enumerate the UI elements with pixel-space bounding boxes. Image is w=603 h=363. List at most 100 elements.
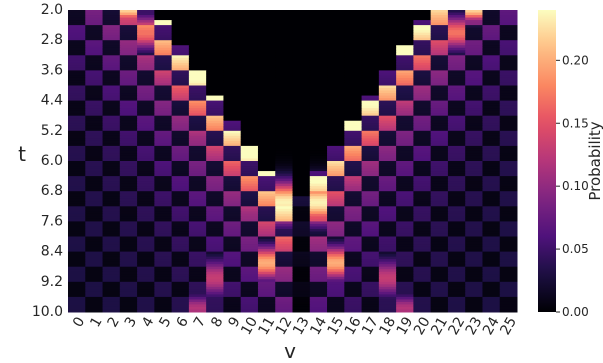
- heatmap-cell: [499, 226, 518, 230]
- heatmap-cell: [206, 289, 224, 293]
- heatmap-cell: [447, 140, 466, 144]
- heatmap-cell: [119, 25, 138, 29]
- heatmap-cell: [482, 251, 501, 255]
- heatmap-cell: [85, 208, 104, 212]
- heatmap-cell: [102, 198, 121, 202]
- heatmap-cell: [171, 135, 190, 139]
- heatmap-cell: [102, 17, 121, 21]
- heatmap-cell: [430, 17, 449, 21]
- heatmap-cell: [413, 228, 432, 232]
- heatmap-cell: [85, 93, 104, 97]
- heatmap-cell: [430, 173, 449, 177]
- heatmap-cell: [292, 231, 311, 235]
- heatmap-cell: [85, 75, 104, 79]
- heatmap-cell: [240, 108, 259, 112]
- heatmap-cell: [206, 198, 224, 202]
- heatmap-cell: [275, 216, 293, 220]
- heatmap-cell: [137, 228, 155, 232]
- heatmap-cell: [240, 15, 259, 19]
- heatmap-cell: [275, 77, 293, 81]
- heatmap-cell: [188, 228, 207, 232]
- heatmap-cell: [85, 60, 104, 64]
- heatmap-cell: [119, 274, 138, 278]
- heatmap-cell: [378, 274, 397, 278]
- heatmap-cell: [413, 98, 432, 102]
- heatmap-cell: [102, 208, 121, 212]
- heatmap-cell: [240, 249, 259, 253]
- heatmap-cell: [482, 80, 501, 84]
- heatmap-cell: [275, 161, 293, 165]
- heatmap-cell: [378, 57, 397, 61]
- heatmap-cell: [430, 198, 449, 202]
- heatmap-cell: [327, 193, 345, 197]
- heatmap-cell: [482, 113, 501, 117]
- heatmap-cell: [309, 281, 328, 285]
- heatmap-cell: [102, 269, 121, 273]
- heatmap-cell: [465, 259, 483, 263]
- heatmap-cell: [137, 301, 155, 305]
- heatmap-cell: [327, 42, 345, 46]
- heatmap-cell: [85, 188, 104, 192]
- heatmap-cell: [465, 291, 483, 295]
- heatmap-cell: [361, 40, 380, 44]
- heatmap-cell: [413, 281, 432, 285]
- heatmap-cell: [137, 65, 155, 69]
- heatmap-cell: [102, 27, 121, 31]
- heatmap-cell: [430, 254, 449, 258]
- heatmap-cell: [396, 123, 414, 127]
- heatmap-cell: [430, 52, 449, 56]
- heatmap-cell: [482, 17, 501, 21]
- heatmap-cell: [396, 20, 414, 24]
- heatmap-cell: [85, 241, 104, 245]
- heatmap-cell: [361, 52, 380, 56]
- heatmap-cell: [465, 17, 483, 21]
- x-tick-label: 8: [208, 314, 226, 330]
- heatmap-cell: [361, 286, 380, 290]
- heatmap-cell: [361, 211, 380, 215]
- heatmap-cell: [154, 22, 173, 26]
- heatmap-cell: [327, 37, 345, 41]
- heatmap-cell: [292, 223, 311, 227]
- heatmap-cell: [361, 281, 380, 285]
- heatmap-cell: [171, 15, 190, 19]
- heatmap-cell: [206, 65, 224, 69]
- heatmap-cell: [240, 143, 259, 147]
- heatmap-cell: [292, 296, 311, 300]
- heatmap-cell: [430, 191, 449, 195]
- heatmap-cell: [447, 88, 466, 92]
- heatmap-cell: [275, 191, 293, 195]
- heatmap-cell: [344, 304, 363, 308]
- heatmap-cell: [292, 148, 311, 152]
- heatmap-cell: [465, 55, 483, 59]
- heatmap-cell: [465, 148, 483, 152]
- heatmap-cell: [465, 133, 483, 137]
- heatmap-cell: [240, 100, 259, 104]
- heatmap-cell: [482, 15, 501, 19]
- heatmap-cell: [119, 276, 138, 280]
- heatmap-cell: [223, 241, 242, 245]
- heatmap-cell: [465, 208, 483, 212]
- heatmap-cell: [119, 113, 138, 117]
- heatmap-cell: [102, 256, 121, 260]
- heatmap-cell: [102, 166, 121, 170]
- heatmap-cell: [102, 85, 121, 89]
- heatmap-cell: [344, 201, 363, 205]
- heatmap-cell: [447, 22, 466, 26]
- heatmap-cell: [361, 153, 380, 157]
- heatmap-cell: [68, 228, 86, 232]
- heatmap-cell: [188, 211, 207, 215]
- heatmap-cell: [378, 173, 397, 177]
- heatmap-cell: [292, 181, 311, 185]
- heatmap-cell: [137, 50, 155, 54]
- heatmap-cell: [223, 306, 242, 310]
- heatmap-cell: [447, 188, 466, 192]
- heatmap-cell: [206, 93, 224, 97]
- heatmap-cell: [447, 158, 466, 162]
- heatmap-cell: [68, 171, 86, 175]
- heatmap-cell: [240, 294, 259, 298]
- heatmap-cell: [275, 12, 293, 16]
- heatmap-cell: [223, 115, 242, 119]
- heatmap-cell: [327, 123, 345, 127]
- heatmap-cell: [378, 37, 397, 41]
- heatmap-cell: [413, 60, 432, 64]
